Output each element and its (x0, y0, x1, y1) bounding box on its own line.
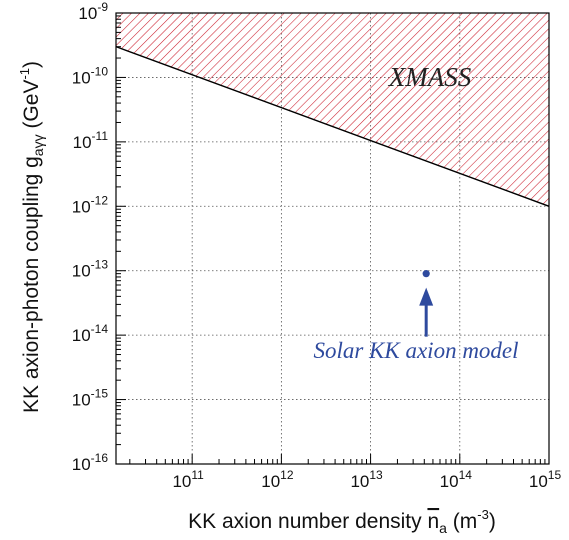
axis-ticks (116, 12, 550, 465)
y-tick-label: 10-9 (78, 0, 108, 23)
y-tick-label: 10-10 (72, 64, 109, 87)
y-tick-label: 10-13 (72, 258, 109, 281)
plot-frame (115, 12, 550, 465)
y-tick-label: 10-14 (72, 322, 109, 345)
exclusion-limit-line (116, 46, 549, 207)
x-tick-label: 1011 (172, 468, 204, 491)
model-point (422, 270, 430, 278)
model-point-group (419, 270, 434, 337)
tick-labels: 1011 1012 1013 1014 1015 10-9 10-10 10-11 10-12 1… (72, 0, 562, 491)
y-tick-label: 10-15 (72, 387, 109, 410)
x-tick-label: 1013 (350, 468, 383, 491)
x-axis-title: KK axion number density na (m-3) (188, 507, 496, 536)
point-label: Solar KK axion model (313, 338, 518, 363)
region-label: XMASS (388, 62, 472, 92)
x-tick-label: 1014 (440, 468, 473, 491)
y-axis-title: KK axion-photon coupling gaγγ (GeV-1) (17, 61, 46, 413)
x-tick-label: 1012 (261, 468, 294, 491)
exclusion-region-group (116, 13, 549, 207)
exclusion-region (116, 13, 549, 207)
x-axis-symbol: n (427, 510, 439, 533)
x-tick-label: 1015 (529, 468, 562, 491)
y-tick-label: 10-11 (73, 129, 109, 152)
y-tick-label: 10-16 (72, 451, 109, 474)
arrow-head (419, 287, 434, 306)
y-tick-label: 10-12 (72, 193, 109, 216)
